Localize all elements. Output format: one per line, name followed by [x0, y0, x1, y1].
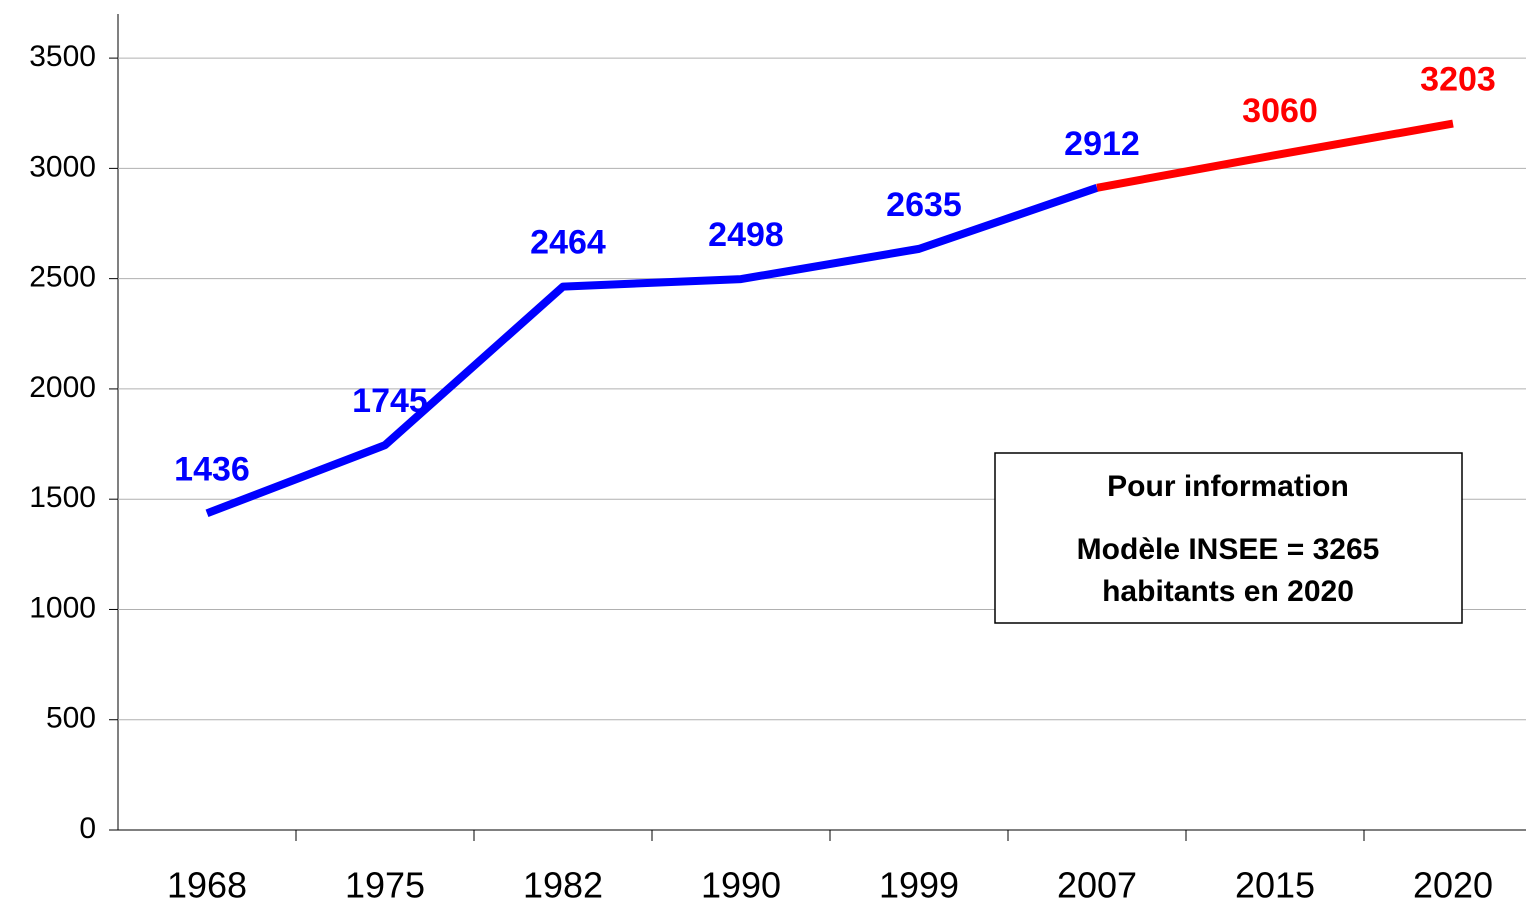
y-tick-label: 500 — [46, 702, 96, 735]
y-tick-label: 2500 — [29, 261, 96, 294]
x-tick-label: 1968 — [167, 865, 247, 906]
x-tick-label: 1975 — [345, 865, 425, 906]
data-label: 3060 — [1242, 92, 1318, 130]
x-tick-label: 2015 — [1235, 865, 1315, 906]
annotation: Modèle INSEE = 3265 — [1077, 533, 1380, 566]
x-tick-label: 2020 — [1413, 865, 1493, 906]
x-tick-label: 2007 — [1057, 865, 1137, 906]
y-tick-label: 1500 — [29, 481, 96, 514]
data-label: 1745 — [352, 382, 428, 420]
data-label: 2498 — [708, 216, 784, 254]
annotation-box — [994, 452, 1463, 624]
y-tick-label: 3500 — [29, 40, 96, 73]
line — [205, 184, 1099, 518]
annotation: Pour information — [1107, 470, 1349, 503]
x-tick-label: 1999 — [879, 865, 959, 906]
data-label: 2635 — [886, 186, 962, 224]
y-tick-label: 3000 — [29, 150, 96, 183]
annotation: habitants en 2020 — [1102, 575, 1354, 608]
data-label: 2464 — [530, 224, 606, 262]
y-tick-label: 2000 — [29, 371, 96, 404]
data-label: 2912 — [1064, 125, 1140, 163]
y-tick-label: 0 — [79, 812, 96, 845]
x-tick-label: 1990 — [701, 865, 781, 906]
y-tick-label: 1000 — [29, 591, 96, 624]
data-label: 1436 — [174, 450, 250, 488]
data-label: 3203 — [1420, 61, 1496, 99]
line — [1096, 119, 1454, 192]
x-tick-label: 1982 — [523, 865, 603, 906]
